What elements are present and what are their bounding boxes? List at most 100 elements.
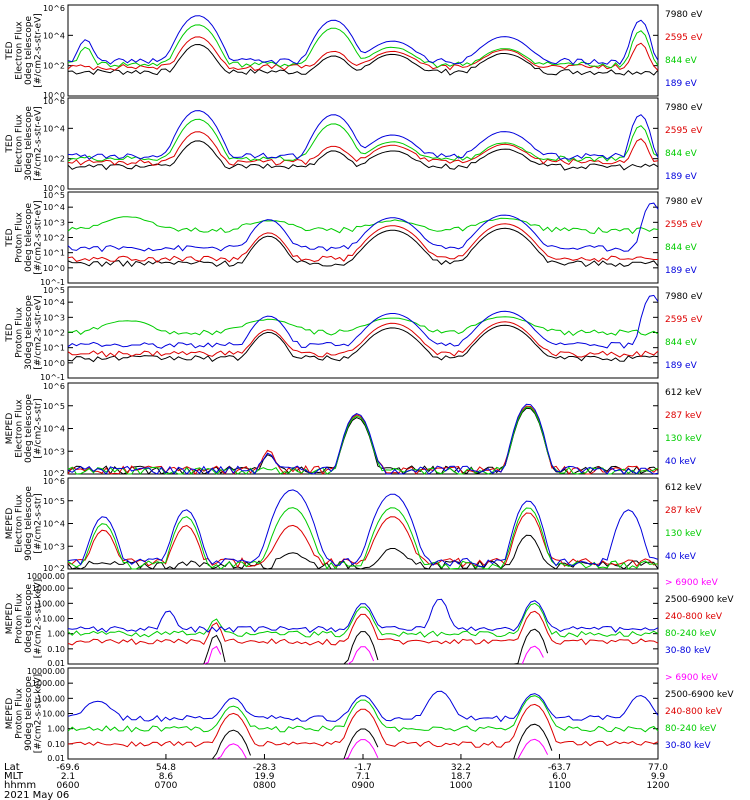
plot-frame xyxy=(67,97,659,190)
series-line-1 xyxy=(217,739,658,759)
series-line-4 xyxy=(67,110,659,160)
series-line-3 xyxy=(67,118,659,163)
x-tick-label-mlt: 18.7 xyxy=(451,772,471,782)
legend-label: 130 keV xyxy=(665,529,702,539)
y-axis-label-line: 0deg telescope xyxy=(24,203,34,273)
legend-label: 844 eV xyxy=(665,338,698,348)
legend-label: 80-240 keV xyxy=(665,724,717,734)
series-line-1 xyxy=(67,140,659,171)
series-line-4 xyxy=(67,15,659,66)
y-tick-label: 10^6 xyxy=(43,4,65,13)
y-tick-label: 10^0 xyxy=(43,184,65,193)
plot-frame xyxy=(67,4,659,97)
series-line-3 xyxy=(67,703,659,748)
x-tick-label-hhmm: 0800 xyxy=(253,781,276,791)
legend-label: 612 keV xyxy=(665,483,702,493)
y-tick-label: 10^5 xyxy=(43,402,65,411)
y-axis-label-line: 30deg telescope xyxy=(24,106,34,181)
y-tick-label: 10^2 xyxy=(43,62,65,71)
x-tick-label-lat: -69.6 xyxy=(56,763,80,773)
series-line-3 xyxy=(67,24,659,69)
y-axis-label: MEPED Electron Flux 90deg telescope [#/cm2-… xyxy=(5,486,44,561)
y-axis-label-line: 0deg telescope xyxy=(24,584,34,654)
y-tick-label: 10^4 xyxy=(43,425,65,434)
panel-7: 0.010.101.0010.00100.001000.0010000.00ME… xyxy=(5,572,734,668)
y-axis-label-line: TED xyxy=(5,134,15,153)
y-tick-label: 10^4 xyxy=(43,203,65,212)
y-axis-label-line: 30deg telescope xyxy=(24,295,34,370)
series-line-2 xyxy=(204,629,658,664)
y-axis-label-line: Proton Flux xyxy=(15,212,25,263)
y-axis-label-line: Proton Flux xyxy=(15,593,25,644)
series-line-3 xyxy=(67,610,659,646)
legend-label: 2595 eV xyxy=(665,315,703,325)
x-tick-label-hhmm: 1100 xyxy=(548,781,571,791)
y-axis-label-line: 90deg telescope xyxy=(24,676,34,751)
legend-label: 130 keV xyxy=(665,434,702,444)
y-tick-label: 10^6 xyxy=(43,97,65,106)
y-axis-label-line: TED xyxy=(5,228,15,247)
legend-label: 2595 eV xyxy=(665,33,703,43)
y-axis-label: TED Electron Flux 30deg telescope [#/cm2-s-… xyxy=(5,106,44,181)
legend-label: 189 eV xyxy=(665,361,698,371)
y-tick-label: 10^1 xyxy=(43,344,65,353)
legend-label: 2595 eV xyxy=(665,220,703,230)
series-line-4 xyxy=(67,489,659,568)
series-line-1 xyxy=(67,534,659,570)
y-axis-label-line: MEPED xyxy=(5,698,15,730)
y-axis-label-line: [#/cm2-s-str-eV] xyxy=(34,106,44,181)
y-axis-label-line: Proton Flux xyxy=(15,688,25,739)
y-tick-label: 10^2 xyxy=(43,234,65,243)
y-axis-label: MEPED Proton Flux 0deg telescope [#/cm2-s-s… xyxy=(5,579,44,658)
y-tick-label: 10^5 xyxy=(43,191,65,200)
y-tick-label: 10^5 xyxy=(43,497,65,506)
series-line-4 xyxy=(67,403,659,475)
y-tick-label: 0.10 xyxy=(47,740,65,749)
y-axis-label-line: 0deg telescope xyxy=(24,394,34,464)
y-tick-label: 0.01 xyxy=(47,754,65,763)
legend-label: > 6900 keV xyxy=(665,673,719,683)
legend-label: 2595 eV xyxy=(665,126,703,136)
legend-label: 2500-6900 keV xyxy=(665,690,734,700)
y-axis-label-line: MEPED xyxy=(5,508,15,540)
series-line-2 xyxy=(67,36,659,71)
y-axis-label-line: [#/cm2-s-str] xyxy=(34,493,44,553)
y-axis-label-line: Electron Flux xyxy=(15,21,25,80)
legend-label: 844 eV xyxy=(665,149,698,159)
series-line-3 xyxy=(67,406,659,475)
x-tick-label-lat: -28.3 xyxy=(253,763,276,773)
y-axis-label-line: [#/cm2-s-str-keV] xyxy=(34,674,44,753)
series-line-2 xyxy=(67,131,659,166)
x-tick-label-lat: 77.0 xyxy=(648,763,668,773)
panel-8: 0.010.101.0010.00100.001000.0010000.00ME… xyxy=(5,667,734,763)
y-tick-label: 10^4 xyxy=(43,31,65,40)
y-tick-label: 10^1 xyxy=(43,249,65,258)
legend-label: 612 keV xyxy=(665,388,702,398)
plot-frame xyxy=(67,667,659,760)
x-tick-label-mlt: 19.9 xyxy=(254,772,274,782)
series-line-5 xyxy=(67,598,659,633)
legend-label: 240-800 keV xyxy=(665,707,723,717)
y-tick-label: 100.00 xyxy=(37,599,65,608)
y-tick-label: 1000.00 xyxy=(32,584,65,593)
x-row-label-lat: Lat xyxy=(4,762,20,773)
series-line-2 xyxy=(67,223,658,263)
y-tick-label: 10^4 xyxy=(43,298,65,307)
legend-label: 7980 eV xyxy=(665,103,703,113)
y-tick-label: 10^3 xyxy=(43,447,65,456)
x-tick-label-lat: -63.7 xyxy=(548,763,571,773)
y-axis-label-line: Electron Flux xyxy=(15,399,25,458)
y-axis-label-line: [#/cm2-s-str-eV] xyxy=(34,13,44,88)
x-tick-label-hhmm: 1200 xyxy=(647,781,670,791)
plot-frame xyxy=(67,382,659,475)
series-line-2 xyxy=(67,512,659,569)
legend-label: 40 keV xyxy=(665,457,697,467)
legend-label: 240-800 keV xyxy=(665,612,723,622)
y-axis-label-line: Electron Flux xyxy=(15,494,25,553)
series-line-1 xyxy=(67,227,659,268)
x-row-label-mlt: MLT xyxy=(4,771,24,782)
